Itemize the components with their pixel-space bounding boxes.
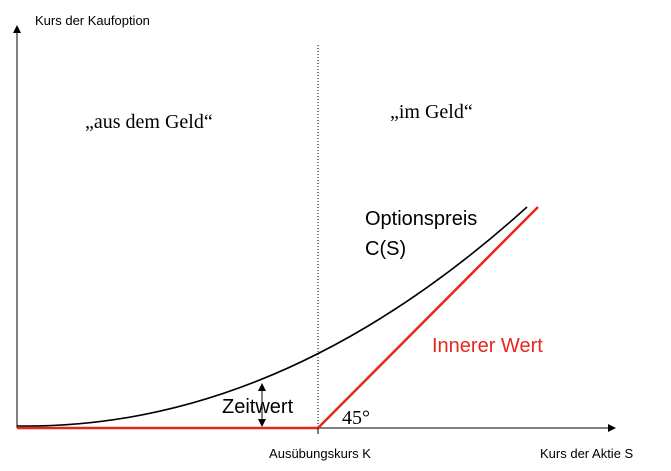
time-value-label: Zeitwert — [222, 396, 294, 418]
y-axis-label: Kurs der Kaufoption — [35, 13, 150, 28]
curve-label: Innerer Wert — [432, 335, 543, 357]
x-axis-label: Kurs der Aktie S — [540, 446, 634, 461]
region-label: „aus dem Geld“ — [85, 111, 213, 133]
region-label: „im Geld“ — [390, 101, 473, 123]
strike-label: Ausübungskurs K — [269, 446, 371, 461]
intrinsic-value-line — [17, 206, 539, 430]
curve-label: Optionspreis — [365, 208, 477, 230]
curve-label: C(S) — [365, 238, 406, 260]
option-price-curve — [16, 206, 528, 427]
angle-label: 45° — [342, 407, 370, 429]
